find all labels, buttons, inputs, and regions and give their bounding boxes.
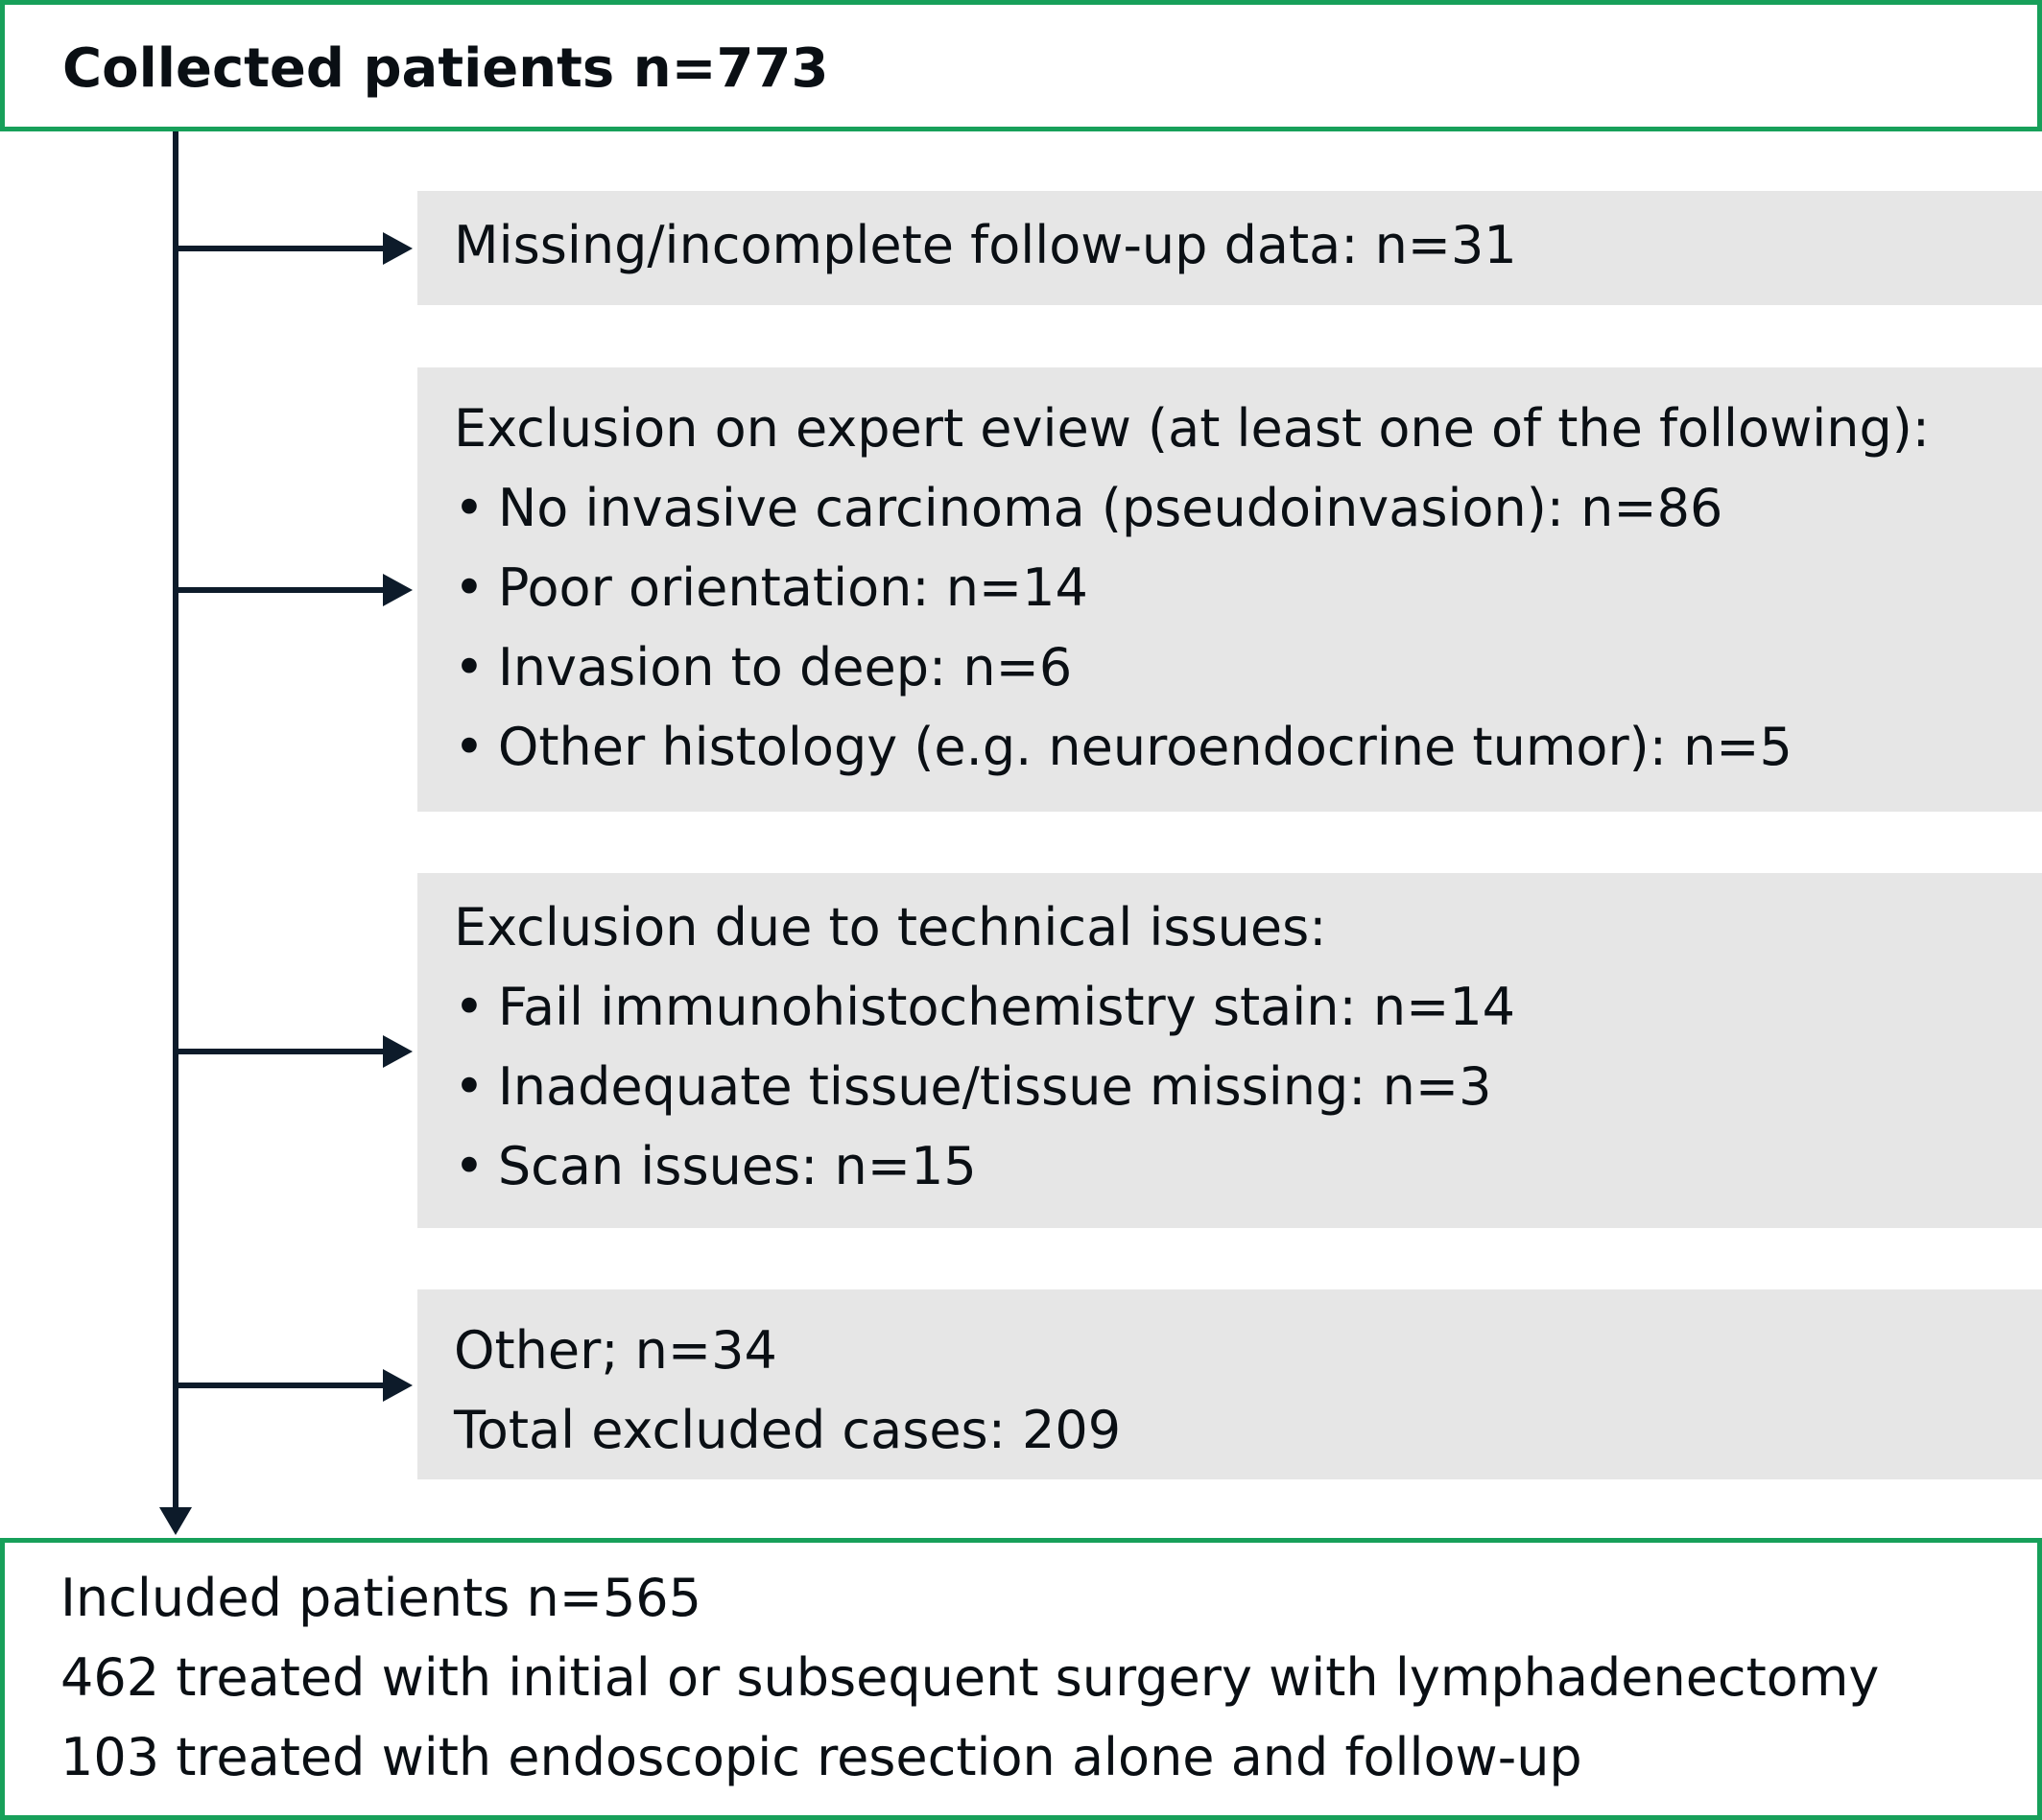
collected-patients-text: Collected patients n=773 bbox=[62, 37, 829, 100]
branch-arrow-head-other bbox=[383, 1369, 413, 1402]
exclusion-expert-review-item: Poor orientation: n=14 bbox=[454, 548, 1930, 627]
exclusion-expert-review-box: Exclusion on expert eview (at least one … bbox=[417, 367, 2042, 812]
included-patients-line: Included patients n=565 bbox=[60, 1568, 702, 1628]
exclusion-other-line: Other; n=34 bbox=[454, 1320, 777, 1381]
included-patients-box: Included patients n=565 462 treated with… bbox=[0, 1538, 2042, 1820]
branch-arrow-head-expert-review bbox=[383, 574, 413, 606]
exclusion-technical-box: Exclusion due to technical issues: Fail … bbox=[417, 873, 2042, 1228]
exclusion-technical-title: Exclusion due to technical issues: bbox=[454, 897, 1327, 957]
exclusion-expert-review-title: Exclusion on expert eview (at least one … bbox=[454, 398, 1930, 459]
collected-patients-box: Collected patients n=773 bbox=[0, 0, 2042, 131]
endoscopic-treated-line: 103 treated with endoscopic resection al… bbox=[60, 1727, 1582, 1787]
exclusion-missing-box: Missing/incomplete follow-up data: n=31 bbox=[417, 191, 2042, 305]
exclusion-technical-item: Inadequate tissue/tissue missing: n=3 bbox=[454, 1047, 1515, 1126]
main-arrow-head bbox=[159, 1507, 192, 1535]
branch-arrow-head-technical bbox=[383, 1035, 413, 1068]
branch-arrow-head-missing bbox=[383, 232, 413, 265]
exclusion-other-box: Other; n=34 Total excluded cases: 209 bbox=[417, 1289, 2042, 1479]
total-excluded-line: Total excluded cases: 209 bbox=[454, 1400, 1122, 1460]
exclusion-missing-title: Missing/incomplete follow-up data: n=31 bbox=[454, 215, 1517, 275]
exclusion-technical-item: Fail immunohistochemistry stain: n=14 bbox=[454, 967, 1515, 1047]
exclusion-technical-item: Scan issues: n=15 bbox=[454, 1126, 1515, 1206]
exclusion-expert-review-item: Other histology (e.g. neuroendocrine tum… bbox=[454, 707, 1930, 787]
exclusion-expert-review-item: No invasive carcinoma (pseudoinvasion): … bbox=[454, 468, 1930, 548]
surgery-treated-line: 462 treated with initial or subsequent s… bbox=[60, 1647, 1880, 1708]
exclusion-expert-review-item: Invasion to deep: n=6 bbox=[454, 627, 1930, 707]
